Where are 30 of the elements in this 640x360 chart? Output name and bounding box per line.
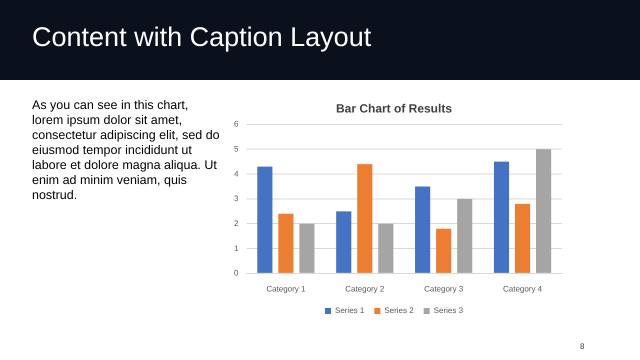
bar [494, 162, 510, 273]
y-tick-label: 0 [234, 268, 239, 278]
x-tick-label: Category 3 [424, 284, 464, 294]
bar [257, 166, 272, 273]
legend-label: Series 2 [384, 306, 414, 316]
y-tick-label: 1 [234, 244, 239, 253]
y-tick-label: 2 [234, 218, 239, 228]
legend-label: Series 1 [334, 306, 365, 316]
bar [436, 228, 452, 273]
y-tick-label: 6 [234, 120, 239, 129]
bar [357, 164, 372, 273]
y-tick-label: 3 [234, 194, 239, 204]
bar [336, 211, 352, 273]
bar [378, 224, 394, 273]
x-tick-label: Category 4 [502, 284, 543, 294]
bar [415, 186, 430, 273]
y-tick-label: 4 [234, 169, 239, 178]
text: 8 [580, 342, 584, 351]
y-tick-label: 5 [234, 144, 239, 154]
x-tick-label: Category 1 [266, 284, 306, 294]
chart-title: Bar Chart of Results [336, 102, 452, 116]
bar [457, 198, 472, 273]
bar [536, 149, 552, 273]
legend-label: Series 3 [434, 306, 464, 316]
bar [278, 214, 294, 273]
bar [514, 204, 530, 273]
text: Content with Caption Layout [32, 22, 372, 53]
x-tick-label: Category 2 [345, 284, 385, 294]
text: As you can see in this chart, lorem ipsum dolor sit amet, consectetur adipiscing elit, sed do eiusmod tempor incididunt ut labore et dolore magna aliqua. Ut enim ad minim veniam, quis nostrud. [32, 98, 221, 203]
bar [299, 224, 315, 273]
